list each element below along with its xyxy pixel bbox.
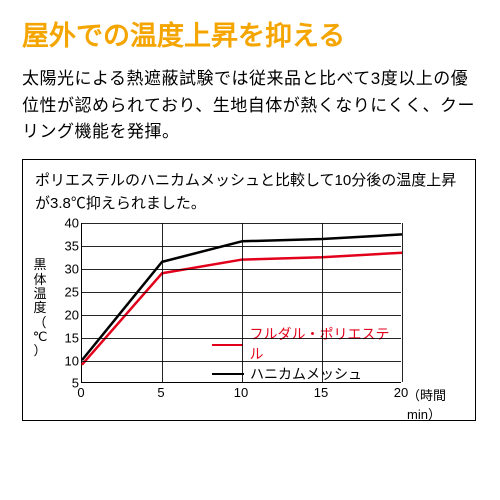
x-tick-label: 20 [394,385,408,400]
legend-label: フルダル・ポリエステル [249,325,401,364]
chart-legend: フルダル・ポリエステルハニカムメッシュ [212,325,401,384]
y-tick-label: 5 [55,376,79,391]
chart-area: 黒体温度（℃） フルダル・ポリエステルハニカムメッシュ （時間min） 5101… [35,223,465,408]
x-tick-label: 10 [234,385,248,400]
legend-item-furudaru: フルダル・ポリエステル [212,325,401,364]
page-headline: 屋外での温度上昇を抑える [22,18,478,54]
y-tick-label: 20 [55,307,79,322]
x-axis-unit: （時間min） [407,385,465,423]
y-tick-label: 30 [55,262,79,277]
y-tick-label: 25 [55,285,79,300]
x-tick-label: 5 [157,385,164,400]
legend-label: ハニカムメッシュ [250,365,362,385]
chart-caption: ポリエステルのハニカムメッシュと比較して10分後の温度上昇が3.8℃抑えられまし… [35,170,463,215]
grid-line-v [402,223,403,382]
y-tick-label: 10 [55,353,79,368]
legend-swatch [212,373,244,375]
legend-swatch [212,344,243,346]
y-tick-label: 35 [55,239,79,254]
y-tick-label: 40 [55,216,79,231]
chart-plot: フルダル・ポリエステルハニカムメッシュ [81,223,401,383]
chart-container: ポリエステルのハニカムメッシュと比較して10分後の温度上昇が3.8℃抑えられまし… [22,159,476,421]
grid-line-v [162,223,163,382]
grid-line-v [322,223,323,382]
y-tick-label: 15 [55,330,79,345]
page-description: 太陽光による熱遮蔽試験では従来品と比べて3度以上の優位性が認められており、生地自… [22,66,478,145]
legend-item-honeycomb: ハニカムメッシュ [212,365,401,385]
x-tick-label: 0 [77,385,84,400]
x-tick-label: 15 [314,385,328,400]
y-axis-label: 黒体温度（℃） [31,258,49,358]
grid-line-v [242,223,243,382]
